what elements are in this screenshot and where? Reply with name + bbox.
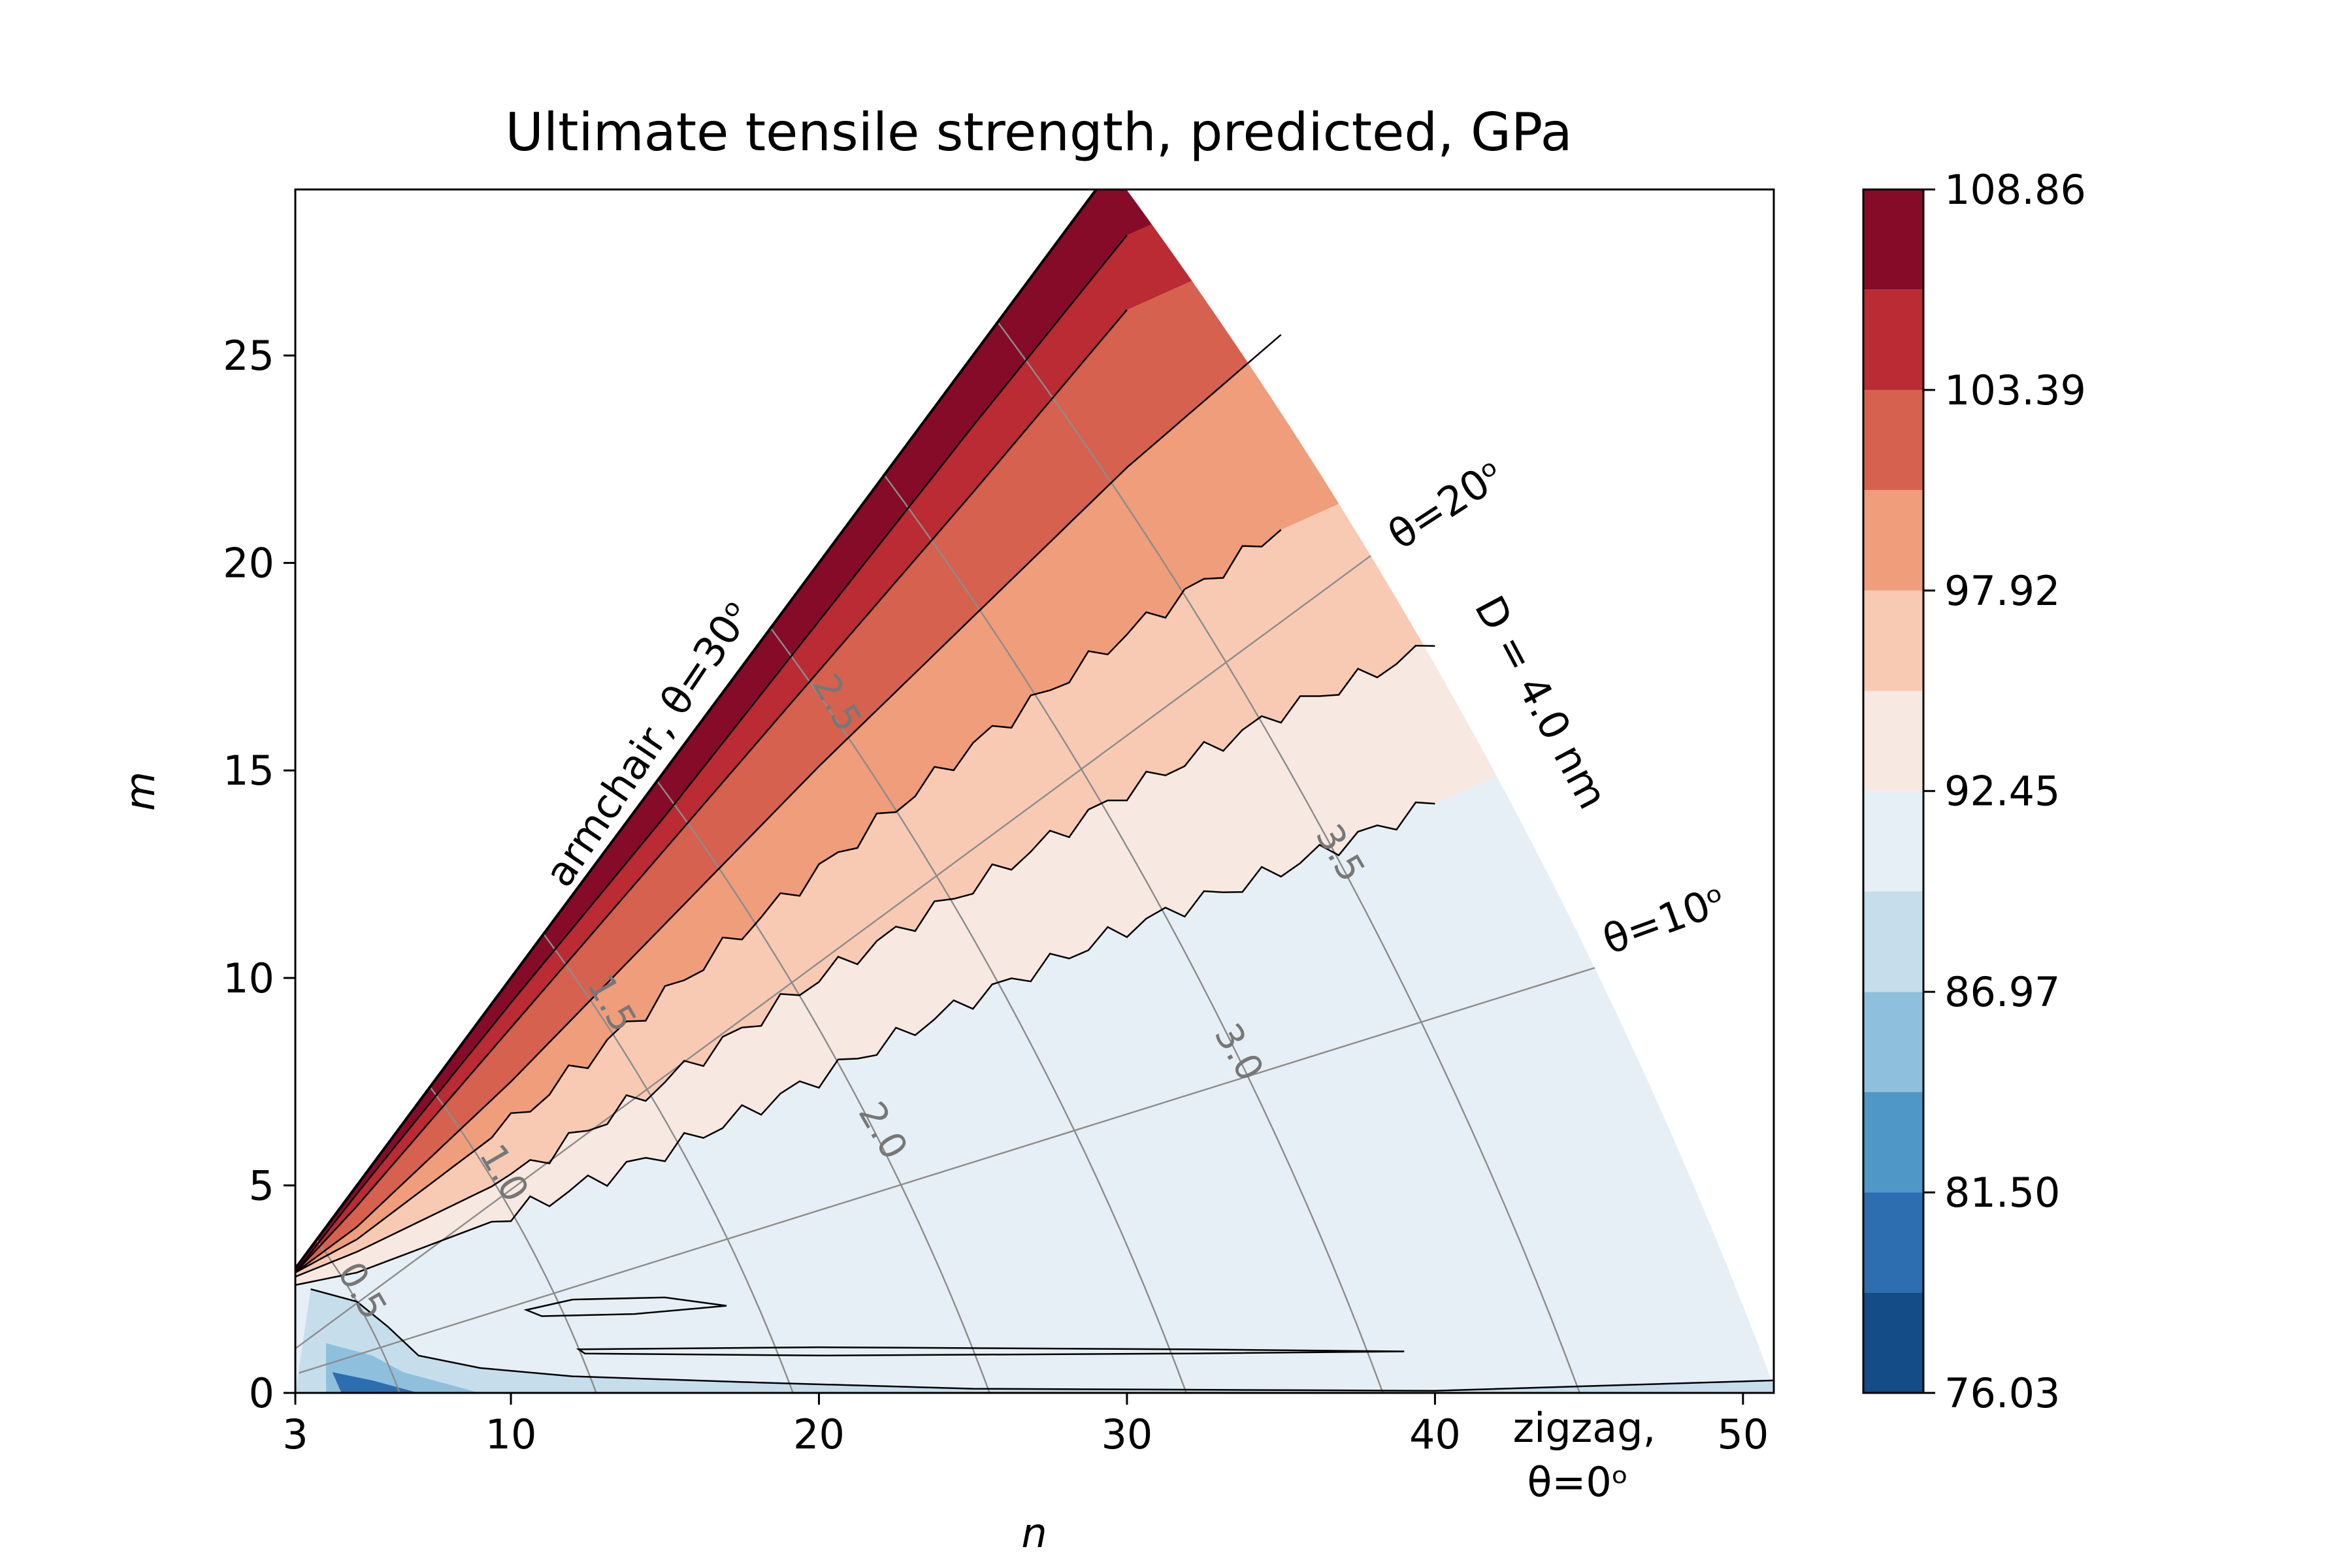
- colorbar-band: [1863, 289, 1923, 390]
- zigzag-label-line2: θ=0ᵒ: [1527, 1458, 1629, 1506]
- chirality-ray: [295, 555, 1371, 1350]
- band-above-100.66: [295, 189, 1651, 1273]
- plot-area: [295, 189, 1774, 1393]
- colorbar-band: [1863, 590, 1923, 691]
- armchair-edge: [295, 189, 1098, 1269]
- x-tick-label: 30: [1101, 1411, 1152, 1458]
- colorbar-band: [1863, 490, 1923, 591]
- x-tick-label: 10: [485, 1411, 537, 1458]
- diameter-isoline: [543, 933, 794, 1393]
- upper-bands: [295, 189, 1774, 1285]
- y-tick-label: 5: [249, 1162, 274, 1209]
- contour-103.39: [295, 309, 1128, 1273]
- band-above-106.13: [295, 189, 1497, 1273]
- colorbar-tick-label: 81.50: [1944, 1169, 2061, 1217]
- y-tick-label: 20: [223, 540, 274, 587]
- zigzag-label-line1: zigzag,: [1513, 1404, 1656, 1452]
- diameter-isoline: [997, 321, 1581, 1393]
- theta10-label: θ=10ᵒ: [1597, 875, 1733, 964]
- colorbar-tick-label: 108.86: [1944, 166, 2086, 214]
- contour-92.45: [295, 801, 1435, 1286]
- plot-frame: [294, 188, 1775, 1394]
- y-tick-label: 10: [223, 955, 274, 1002]
- x-tick-label: 20: [793, 1411, 845, 1458]
- colorbar: [1863, 189, 1923, 1393]
- contour-100.66: [295, 334, 1282, 1273]
- colorbar-band: [1863, 992, 1923, 1092]
- colorbar-band: [1863, 1092, 1923, 1193]
- x-tick-label: 40: [1409, 1411, 1461, 1458]
- x-axis-ticks: 3 10 20 30 40 50: [282, 1393, 1769, 1458]
- diameter-isoline: [316, 1239, 400, 1393]
- colorbar-tick-label: 76.03: [1944, 1369, 2061, 1417]
- y-axis-ticks: 0 5 10 15 20 25: [223, 332, 295, 1417]
- colorbar-band: [1863, 791, 1923, 892]
- colorbar-tick-label: 92.45: [1944, 768, 2061, 815]
- diameter-isoline: [429, 1086, 597, 1393]
- y-tick-label: 0: [249, 1369, 274, 1417]
- contour-95.18: [295, 645, 1435, 1278]
- colorbar-band: [1863, 691, 1923, 791]
- colorbar-tick-label: 86.97: [1944, 968, 2061, 1016]
- colorbar-band: [1863, 189, 1923, 290]
- colorbar-band: [1863, 389, 1923, 491]
- chart-title: Ultimate tensile strength, predicted, GP…: [505, 102, 1572, 163]
- colorbar-band: [1863, 891, 1923, 992]
- diameter-chirality-grid: [295, 321, 1595, 1393]
- x-tick-label: 50: [1717, 1411, 1769, 1458]
- theta20-label: θ=20ᵒ: [1380, 449, 1512, 559]
- x-tick-label: 3: [282, 1411, 308, 1458]
- colorbar-ticks: 108.86 103.39 97.92 92.45 86.97 81.50 76.03: [1923, 166, 2086, 1417]
- diameter-isoline: [770, 627, 1187, 1393]
- contour-97.92: [295, 529, 1282, 1273]
- contour-106.13: [295, 235, 1128, 1273]
- chirality-ray: [299, 967, 1595, 1374]
- y-axis-title: m: [116, 772, 164, 811]
- colorbar-band: [1863, 1292, 1923, 1393]
- diameter-isoline: [883, 474, 1384, 1393]
- y-tick-label: 15: [223, 747, 274, 794]
- island-low: [523, 1296, 727, 1317]
- contour-lines: [295, 189, 1774, 1392]
- x-axis-title: n: [1021, 1509, 1047, 1557]
- colorbar-band: [1863, 1192, 1923, 1293]
- colorbar-tick-label: 103.39: [1944, 367, 2086, 414]
- colorbar-tick-label: 97.92: [1944, 567, 2061, 615]
- diameter-isoline: [656, 780, 990, 1393]
- y-tick-label: 25: [223, 332, 274, 380]
- island-high: [576, 1346, 1405, 1357]
